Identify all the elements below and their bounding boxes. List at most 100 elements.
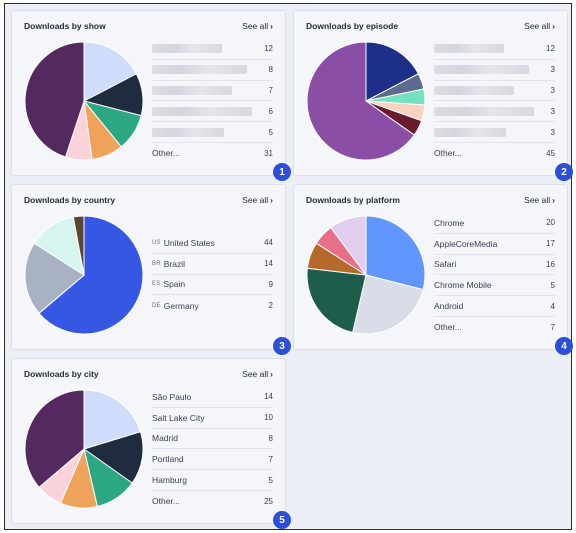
card-title: Downloads by city xyxy=(24,369,99,379)
redacted-label xyxy=(434,127,506,137)
list-item-value: 3 xyxy=(550,85,555,95)
list-item-value: 10 xyxy=(264,413,273,423)
breakdown-list: 12 3 3 3 3 Other... 45 xyxy=(434,39,555,164)
chevron-right-icon: › xyxy=(552,21,555,31)
list-item-value: 3 xyxy=(550,106,555,116)
list-item-value: 31 xyxy=(264,148,273,158)
pie-slice[interactable] xyxy=(306,267,367,334)
list-item-label: ES Spain xyxy=(152,279,185,289)
pie-slice[interactable] xyxy=(72,215,85,276)
see-all-button[interactable]: See all › xyxy=(524,21,555,31)
card-title: Downloads by episode xyxy=(306,21,399,31)
list-item-label xyxy=(434,44,504,54)
pie-slice[interactable] xyxy=(82,431,144,484)
redacted-label xyxy=(152,85,232,95)
list-item-text: Spain xyxy=(163,279,186,290)
pie-chart xyxy=(306,41,426,161)
pie-chart xyxy=(24,389,144,509)
country-code: BR xyxy=(152,260,161,267)
list-item-value: 44 xyxy=(264,238,273,248)
list-item: 8 xyxy=(152,60,273,81)
step-badge: 2 xyxy=(555,163,573,181)
list-item-value: 5 xyxy=(550,280,555,290)
step-badge: 3 xyxy=(273,337,291,355)
list-item-label: Hamburg xyxy=(152,475,187,485)
card-downloads-by-episode: Downloads by episode See all › 12 3 3 3 3 Othe… xyxy=(293,10,573,181)
country-code: ES xyxy=(152,281,161,288)
list-item-value: 45 xyxy=(546,148,555,158)
card-title: Downloads by platform xyxy=(306,195,400,205)
list-item-text: Android xyxy=(434,301,464,312)
redacted-label xyxy=(152,65,247,75)
list-item: 12 xyxy=(434,39,555,60)
list-item-text: Hamburg xyxy=(152,475,187,486)
breakdown-list: Chrome 20 AppleCoreMedia 17 Safari 16 Chrome M… xyxy=(434,213,555,338)
see-all-button[interactable]: See all › xyxy=(242,21,273,31)
list-item-label: Chrome xyxy=(434,218,464,228)
see-all-button[interactable]: See all › xyxy=(242,195,273,205)
list-item-text: Portland xyxy=(152,454,184,465)
country-code: DE xyxy=(152,302,161,309)
pie-slice[interactable] xyxy=(38,215,144,335)
pie-slice[interactable] xyxy=(24,242,85,314)
pie-slice[interactable] xyxy=(306,41,415,161)
list-item-label: Other... xyxy=(152,496,180,506)
list-item-value: 3 xyxy=(550,127,555,137)
list-item-label xyxy=(152,106,252,116)
pie-slice[interactable] xyxy=(83,41,138,102)
pie-slice[interactable] xyxy=(365,41,420,102)
list-item: 3 xyxy=(434,101,555,123)
pie-slice[interactable] xyxy=(83,389,142,450)
card-title: Downloads by show xyxy=(24,21,106,31)
list-item-label xyxy=(152,85,232,95)
list-item-label: BR Brazil xyxy=(152,259,185,269)
list-item-label xyxy=(434,106,534,116)
list-item-value: 2 xyxy=(268,301,273,311)
list-item-text: Salt Lake City xyxy=(152,412,205,423)
chevron-right-icon: › xyxy=(270,195,273,205)
list-item: São Paulo 14 xyxy=(152,387,273,408)
dashboard-frame: Downloads by show See all › 12 8 7 6 5 Other..… xyxy=(4,3,573,530)
pie-slice[interactable] xyxy=(365,215,426,291)
list-item: DE Germany 2 xyxy=(152,295,273,316)
list-item-value: 8 xyxy=(268,433,273,443)
list-item: Other... 45 xyxy=(434,143,555,164)
list-item-label: Other... xyxy=(434,322,462,332)
chevron-right-icon: › xyxy=(270,369,273,379)
list-item: 7 xyxy=(152,81,273,102)
list-item: BR Brazil 14 xyxy=(152,254,273,275)
list-item-text: Brazil xyxy=(163,258,186,269)
card-downloads-by-show: Downloads by show See all › 12 8 7 6 5 Other..… xyxy=(11,10,291,181)
pie-slice[interactable] xyxy=(330,215,367,277)
see-all-label: See all xyxy=(242,195,269,205)
list-item-text: Chrome xyxy=(434,217,465,228)
list-item-label: Other... xyxy=(152,148,180,158)
step-badge: 4 xyxy=(555,337,573,355)
list-item-text: AppleCoreMedia xyxy=(434,238,498,249)
pie-slice[interactable] xyxy=(24,41,85,158)
list-item-value: 6 xyxy=(268,106,273,116)
see-all-label: See all xyxy=(524,195,551,205)
see-all-button[interactable]: See all › xyxy=(242,369,273,379)
redacted-label xyxy=(434,106,534,116)
see-all-button[interactable]: See all › xyxy=(524,195,555,205)
list-item-label xyxy=(152,65,247,75)
pie-slice[interactable] xyxy=(352,274,424,335)
redacted-label xyxy=(434,85,514,95)
list-item-value: 16 xyxy=(546,259,555,269)
step-badge: 1 xyxy=(273,163,291,181)
list-item: US United States 44 xyxy=(152,233,273,254)
pie-slice[interactable] xyxy=(24,389,85,488)
card-downloads-by-platform: Downloads by platform See all › Chrome 20 A… xyxy=(293,184,573,355)
list-item-value: 5 xyxy=(268,127,273,137)
see-all-label: See all xyxy=(242,21,269,31)
breakdown-list: US United States 44 BR Brazil 14 ES Spain 9 DE Ger… xyxy=(152,233,273,316)
redacted-label xyxy=(152,44,222,54)
pie-chart xyxy=(24,41,144,161)
list-item-value: 5 xyxy=(268,475,273,485)
list-item-text: Other... xyxy=(152,496,180,507)
list-item-label: Other... xyxy=(434,148,462,158)
list-item-value: 17 xyxy=(546,239,555,249)
card-title: Downloads by country xyxy=(24,195,116,205)
list-item-label xyxy=(152,44,222,54)
